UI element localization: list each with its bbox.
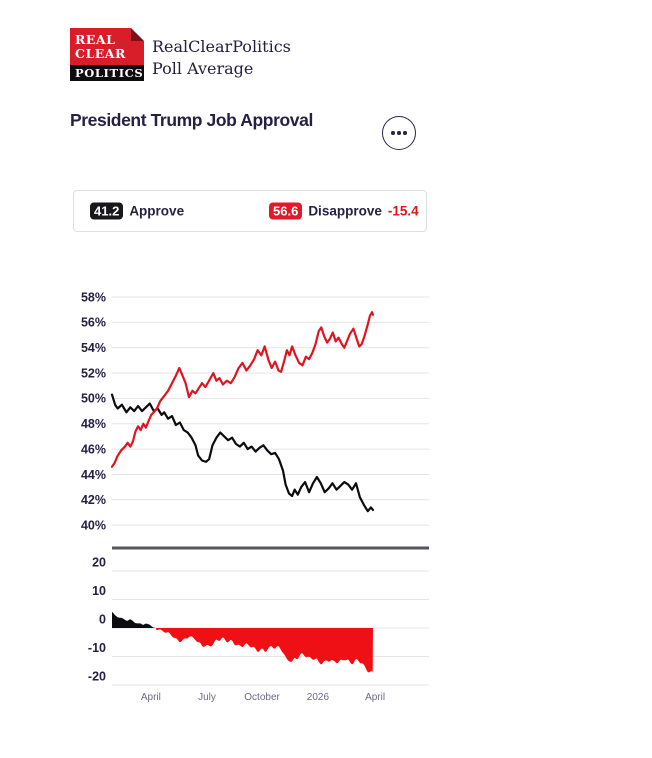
legend-item-approve: 41.2 Approve [90, 202, 185, 220]
svg-text:2026: 2026 [307, 692, 330, 703]
approval-trend-chart: 58% 56% 54% 52% 50% 48% 46% 44% 42% 40% 20 10 0 -10 -2… [0, 268, 652, 738]
spread-value: -15.4 [387, 203, 419, 219]
ellipsis-icon [391, 131, 395, 135]
brand-subtitle: Poll Average [152, 59, 254, 78]
svg-text:-10: -10 [88, 641, 106, 655]
legend-card: 41.2 Approve 56.6 Disapprove -15.4 [73, 190, 427, 232]
svg-text:52%: 52% [81, 366, 106, 380]
svg-text:46%: 46% [81, 442, 106, 456]
svg-text:July: July [198, 692, 216, 703]
svg-text:40%: 40% [81, 518, 106, 532]
approve-value-badge: 41.2 [90, 202, 124, 220]
page-title: President Trump Job Approval [70, 110, 313, 130]
svg-text:20: 20 [92, 555, 106, 569]
svg-text:48%: 48% [81, 417, 106, 431]
svg-text:0: 0 [99, 612, 106, 626]
more-options-button[interactable] [382, 116, 416, 150]
rcp-logo-red-block: REAL CLEAR [70, 28, 144, 65]
svg-text:42%: 42% [81, 493, 106, 507]
svg-text:April: April [141, 692, 161, 703]
logo-line-real: REAL [75, 32, 116, 47]
disapprove-value-badge: 56.6 [269, 202, 303, 220]
brand-name: RealClearPolitics [152, 37, 291, 56]
chart-svg: 58% 56% 54% 52% 50% 48% 46% 44% 42% 40% 20 10 0 -10 -2… [81, 290, 429, 703]
rcp-logo: REAL CLEAR POLITICS [70, 28, 144, 81]
brand-text: RealClearPolitics Poll Average [152, 36, 291, 80]
approve-label: Approve [129, 203, 185, 219]
svg-text:54%: 54% [81, 341, 106, 355]
legend-item-disapprove: 56.6 Disapprove -15.4 [269, 202, 419, 220]
svg-text:58%: 58% [81, 290, 106, 304]
svg-text:April: April [365, 692, 385, 703]
svg-text:50%: 50% [81, 392, 106, 406]
disapprove-label: Disapprove [308, 203, 382, 219]
logo-line-politics: POLITICS [70, 65, 144, 81]
svg-text:-20: -20 [88, 669, 106, 683]
svg-text:October: October [244, 692, 280, 703]
svg-text:10: 10 [92, 584, 106, 598]
svg-text:44%: 44% [81, 468, 106, 482]
logo-fold-corner [131, 28, 144, 41]
svg-text:56%: 56% [81, 316, 106, 330]
logo-line-clear: CLEAR [75, 45, 126, 61]
